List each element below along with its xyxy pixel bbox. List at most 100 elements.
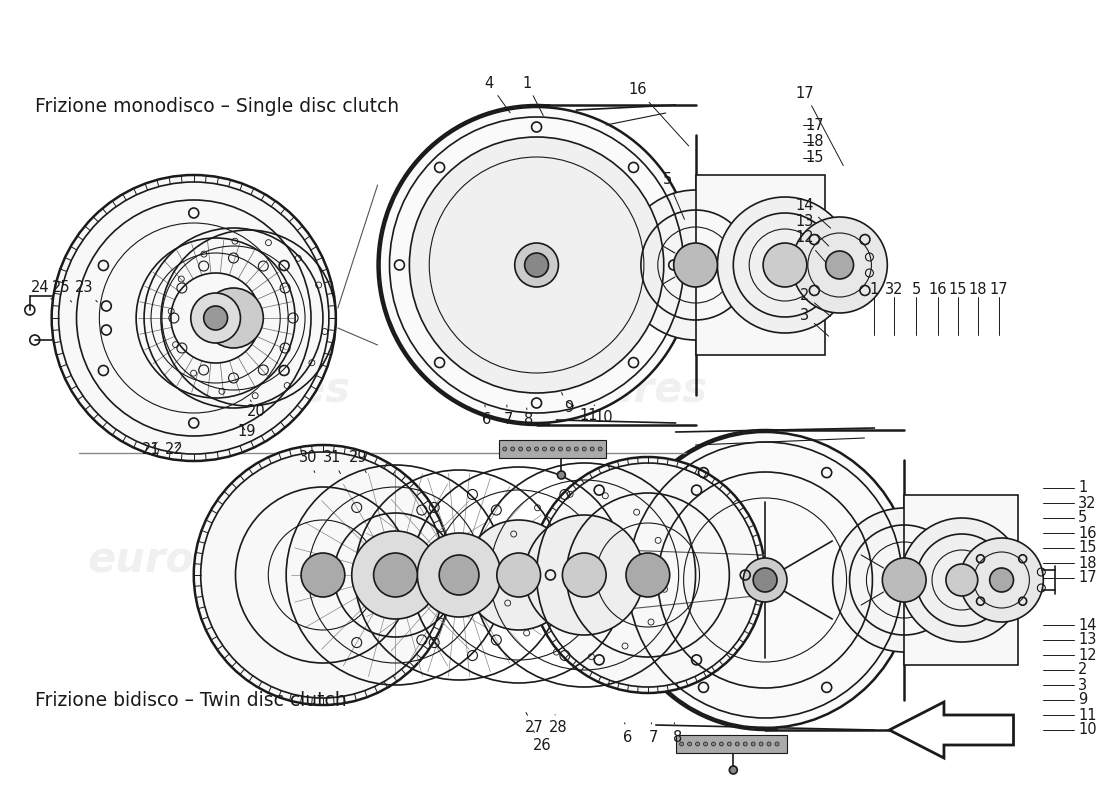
Text: 30: 30: [299, 450, 317, 473]
Circle shape: [960, 538, 1043, 622]
Text: 1: 1: [522, 75, 543, 115]
Text: 4: 4: [484, 75, 510, 113]
Text: 6: 6: [624, 722, 632, 745]
Circle shape: [598, 447, 602, 451]
Text: 28: 28: [549, 714, 568, 735]
Circle shape: [519, 447, 522, 451]
Circle shape: [717, 197, 852, 333]
Text: 16: 16: [1078, 526, 1097, 541]
Bar: [695, 175, 825, 355]
Text: 18: 18: [1078, 555, 1097, 570]
Text: 8: 8: [524, 408, 534, 427]
Text: 3: 3: [801, 307, 828, 336]
Circle shape: [527, 447, 530, 451]
Text: 10: 10: [1078, 722, 1097, 738]
Text: eurospares: eurospares: [444, 559, 708, 601]
Circle shape: [409, 137, 663, 393]
Circle shape: [550, 447, 554, 451]
Text: 16: 16: [928, 282, 947, 298]
Text: 19: 19: [238, 424, 255, 439]
Text: 16: 16: [629, 82, 689, 146]
Text: 25: 25: [53, 281, 72, 302]
Text: 24: 24: [31, 281, 53, 300]
Text: 9: 9: [1078, 693, 1087, 707]
Circle shape: [826, 251, 854, 279]
Text: 5: 5: [912, 282, 921, 298]
Text: 2: 2: [800, 287, 830, 316]
Circle shape: [751, 742, 756, 746]
Text: 5: 5: [663, 173, 684, 219]
Circle shape: [525, 253, 549, 277]
Circle shape: [439, 555, 478, 595]
Text: 32: 32: [886, 282, 903, 298]
Text: 15: 15: [1078, 541, 1097, 555]
Text: 8: 8: [673, 722, 682, 745]
Circle shape: [882, 558, 926, 602]
Text: 31: 31: [322, 450, 341, 474]
Circle shape: [719, 742, 724, 746]
Circle shape: [759, 742, 763, 746]
Circle shape: [204, 288, 263, 348]
Text: 12: 12: [1078, 647, 1097, 662]
Circle shape: [754, 568, 777, 592]
Bar: [675, 735, 786, 753]
Circle shape: [515, 243, 559, 287]
Circle shape: [767, 742, 771, 746]
Bar: [904, 495, 1019, 665]
Text: 9: 9: [561, 393, 573, 415]
Text: 32: 32: [1078, 495, 1097, 510]
Circle shape: [510, 447, 515, 451]
Text: 1: 1: [1078, 481, 1087, 495]
Circle shape: [582, 447, 586, 451]
Circle shape: [530, 457, 766, 693]
Text: 18: 18: [805, 134, 824, 150]
Circle shape: [52, 175, 336, 461]
Text: 6: 6: [482, 405, 492, 427]
Circle shape: [417, 533, 500, 617]
Text: 15: 15: [948, 282, 967, 298]
Circle shape: [562, 553, 606, 597]
Text: 2: 2: [1078, 662, 1088, 678]
Text: 22: 22: [165, 442, 184, 458]
Text: 14: 14: [795, 198, 830, 228]
Text: eurospares: eurospares: [87, 369, 350, 411]
Text: 13: 13: [795, 214, 828, 246]
Text: 17: 17: [795, 86, 844, 166]
Circle shape: [379, 107, 694, 423]
Circle shape: [729, 766, 737, 774]
Text: 1: 1: [870, 282, 879, 298]
Text: 15: 15: [805, 150, 824, 166]
Polygon shape: [889, 702, 1013, 758]
Circle shape: [695, 742, 700, 746]
Bar: [498, 440, 606, 458]
Text: 18: 18: [968, 282, 987, 298]
Text: 27: 27: [525, 713, 544, 735]
Circle shape: [744, 558, 786, 602]
Text: eurospares: eurospares: [87, 539, 350, 581]
Circle shape: [776, 742, 779, 746]
Circle shape: [900, 518, 1023, 642]
Circle shape: [704, 742, 707, 746]
Circle shape: [680, 742, 683, 746]
Circle shape: [688, 742, 692, 746]
Text: 11: 11: [1078, 707, 1097, 722]
Text: 3: 3: [1078, 678, 1087, 693]
Circle shape: [626, 553, 670, 597]
Text: 29: 29: [349, 450, 367, 473]
Circle shape: [374, 553, 417, 597]
Circle shape: [204, 306, 228, 330]
Circle shape: [559, 447, 562, 451]
Text: 26: 26: [534, 730, 552, 753]
Circle shape: [946, 564, 978, 596]
Circle shape: [558, 471, 565, 479]
Text: 12: 12: [795, 230, 829, 266]
Text: 17: 17: [1078, 570, 1097, 586]
Circle shape: [301, 553, 344, 597]
Circle shape: [744, 742, 747, 746]
Text: 5: 5: [1078, 510, 1087, 526]
Text: 20: 20: [248, 400, 266, 419]
Circle shape: [535, 447, 539, 451]
Circle shape: [194, 445, 452, 705]
Text: 7: 7: [504, 405, 514, 427]
Circle shape: [190, 293, 241, 343]
